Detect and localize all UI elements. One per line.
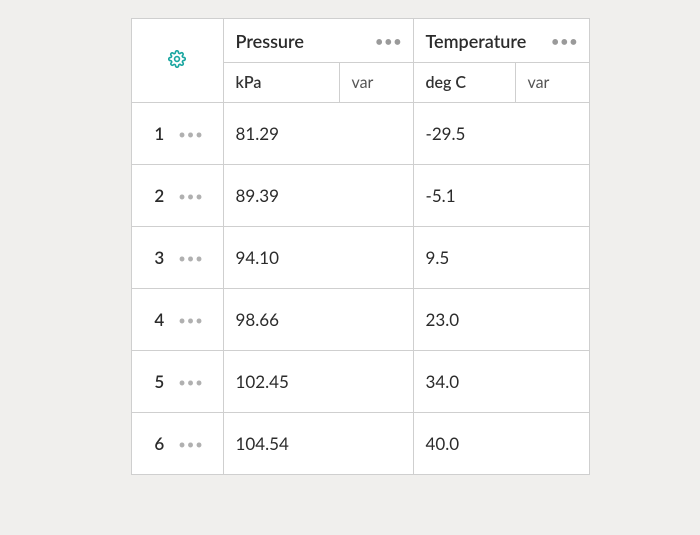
subheader-pressure-unit[interactable]: kPa [223, 63, 339, 103]
ellipsis-icon[interactable]: ••• [178, 188, 204, 204]
column-header-pressure-label: Pressure [236, 30, 304, 52]
row-number: 1 [150, 123, 164, 144]
cell-temperature[interactable]: -29.5 [413, 103, 589, 165]
ellipsis-icon[interactable]: ••• [178, 436, 204, 452]
row-header[interactable]: 3 ••• [131, 227, 223, 289]
row-header[interactable]: 6 ••• [131, 413, 223, 475]
data-table: Pressure ••• Temperature ••• kPa var deg… [131, 18, 590, 475]
table-row: 1 ••• 81.29 -29.5 [131, 103, 589, 165]
row-number: 5 [150, 371, 164, 392]
ellipsis-icon[interactable]: ••• [178, 312, 204, 328]
cell-pressure[interactable]: 94.10 [223, 227, 413, 289]
row-number: 3 [150, 247, 164, 268]
gear-icon [168, 50, 186, 72]
ellipsis-icon[interactable]: ••• [178, 126, 204, 142]
table-settings-cell[interactable] [131, 19, 223, 103]
subheader-temperature-var[interactable]: var [515, 63, 589, 103]
row-header[interactable]: 1 ••• [131, 103, 223, 165]
row-number: 4 [150, 309, 164, 330]
row-header[interactable]: 4 ••• [131, 289, 223, 351]
column-header-pressure[interactable]: Pressure ••• [223, 19, 413, 63]
cell-pressure[interactable]: 104.54 [223, 413, 413, 475]
ellipsis-icon[interactable]: ••• [551, 32, 578, 49]
ellipsis-icon[interactable]: ••• [178, 374, 204, 390]
row-header[interactable]: 2 ••• [131, 165, 223, 227]
table-row: 3 ••• 94.10 9.5 [131, 227, 589, 289]
ellipsis-icon[interactable]: ••• [375, 32, 402, 49]
subheader-temperature-unit[interactable]: deg C [413, 63, 515, 103]
cell-temperature[interactable]: 34.0 [413, 351, 589, 413]
data-table-container: Pressure ••• Temperature ••• kPa var deg… [131, 18, 590, 475]
subheader-pressure-var[interactable]: var [339, 63, 413, 103]
cell-temperature[interactable]: 23.0 [413, 289, 589, 351]
cell-pressure[interactable]: 81.29 [223, 103, 413, 165]
table-row: 5 ••• 102.45 34.0 [131, 351, 589, 413]
cell-pressure[interactable]: 102.45 [223, 351, 413, 413]
cell-temperature[interactable]: -5.1 [413, 165, 589, 227]
row-number: 2 [150, 185, 164, 206]
ellipsis-icon[interactable]: ••• [178, 250, 204, 266]
table-row: 4 ••• 98.66 23.0 [131, 289, 589, 351]
row-number: 6 [150, 433, 164, 454]
cell-temperature[interactable]: 9.5 [413, 227, 589, 289]
column-header-temperature-label: Temperature [426, 30, 527, 52]
table-row: 6 ••• 104.54 40.0 [131, 413, 589, 475]
cell-temperature[interactable]: 40.0 [413, 413, 589, 475]
column-header-temperature[interactable]: Temperature ••• [413, 19, 589, 63]
row-header[interactable]: 5 ••• [131, 351, 223, 413]
cell-pressure[interactable]: 89.39 [223, 165, 413, 227]
table-row: 2 ••• 89.39 -5.1 [131, 165, 589, 227]
cell-pressure[interactable]: 98.66 [223, 289, 413, 351]
table-body: 1 ••• 81.29 -29.5 2 ••• 89.39 -5.1 [131, 103, 589, 475]
